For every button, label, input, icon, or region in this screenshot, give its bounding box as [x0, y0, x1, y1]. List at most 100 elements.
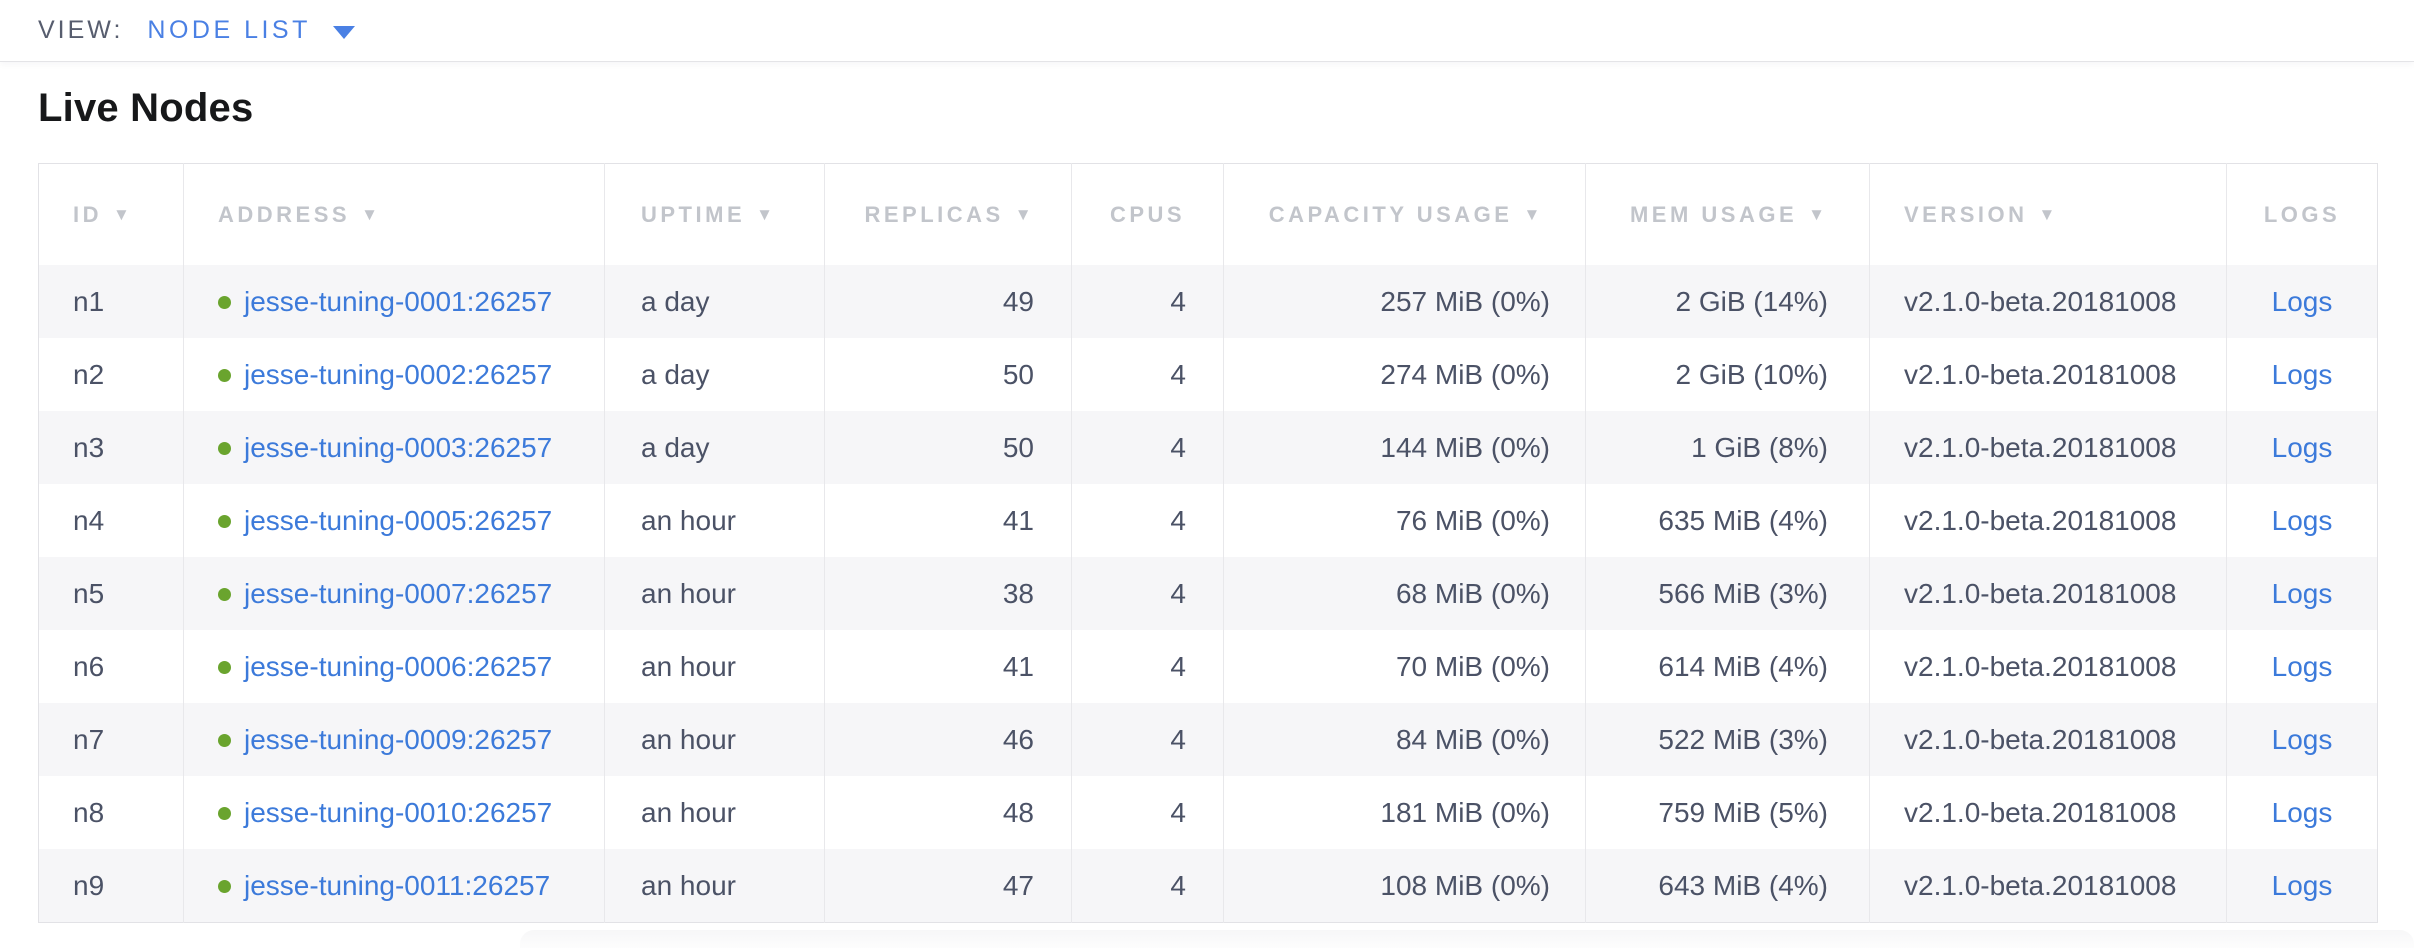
node-uptime-cell: an hour: [604, 557, 825, 630]
logs-link[interactable]: Logs: [2271, 869, 2333, 901]
column-header-capacity-usage[interactable]: CAPACITY USAGE ▼: [1223, 163, 1586, 265]
node-id-cell: n1: [73, 285, 105, 317]
column-header-logs: LOGS: [2226, 163, 2378, 265]
table-row: n5 jesse-tuning-0007:26257 an hour 38 4 …: [38, 557, 2378, 630]
node-address-link[interactable]: jesse-tuning-0010:26257: [244, 796, 553, 828]
node-cpus-cell: 4: [1071, 338, 1224, 411]
node-replicas-cell: 50: [824, 338, 1072, 411]
page-title: Live Nodes: [38, 86, 254, 130]
sort-icon: ▼: [1523, 204, 1541, 224]
logs-link[interactable]: Logs: [2271, 796, 2333, 828]
node-capacity-cell: 257 MiB (0%): [1223, 265, 1586, 338]
column-header-id[interactable]: ID ▼: [38, 163, 184, 265]
view-selector[interactable]: NODE LIST: [147, 16, 355, 45]
node-mem-cell: 522 MiB (3%): [1585, 703, 1870, 776]
table-row: n7 jesse-tuning-0009:26257 an hour 46 4 …: [38, 703, 2378, 776]
node-status-icon: [218, 368, 231, 382]
node-version-cell: v2.1.0-beta.20181008: [1869, 630, 2227, 703]
node-cpus-cell: 4: [1071, 557, 1224, 630]
live-nodes-table: ID ▼ ADDRESS ▼ UPTIME ▼ REPLICAS ▼ CPUS CAPA…: [38, 163, 2378, 923]
node-logs-cell: Logs: [2226, 484, 2378, 557]
node-mem-cell: 759 MiB (5%): [1585, 776, 1870, 849]
node-uptime-cell: a day: [604, 265, 825, 338]
column-header-cpus: CPUS: [1071, 163, 1224, 265]
node-capacity-cell: 144 MiB (0%): [1223, 411, 1586, 484]
column-header-address[interactable]: ADDRESS ▼: [183, 163, 605, 265]
node-replicas-cell: 41: [824, 484, 1072, 557]
node-logs-cell: Logs: [2226, 411, 2378, 484]
logs-link[interactable]: Logs: [2271, 504, 2333, 536]
node-address-link[interactable]: jesse-tuning-0009:26257: [244, 723, 553, 755]
node-logs-cell: Logs: [2226, 776, 2378, 849]
node-capacity-cell: 68 MiB (0%): [1223, 557, 1586, 630]
table-row: n4 jesse-tuning-0005:26257 an hour 41 4 …: [39, 484, 2378, 557]
table-row: n6 jesse-tuning-0006:26257 an hour 41 4 …: [39, 630, 2378, 703]
node-uptime-cell: an hour: [604, 484, 825, 557]
node-status-icon: [218, 587, 231, 601]
node-uptime-cell: an hour: [604, 703, 825, 776]
node-status-icon: [218, 806, 231, 820]
node-mem-cell: 643 MiB (4%): [1585, 849, 1870, 923]
node-logs-cell: Logs: [2226, 630, 2378, 703]
node-logs-cell: Logs: [2226, 265, 2378, 338]
node-id-cell: n9: [73, 869, 105, 901]
node-address-link[interactable]: jesse-tuning-0002:26257: [244, 358, 553, 390]
sort-icon: ▼: [1014, 204, 1032, 224]
node-capacity-cell: 70 MiB (0%): [1223, 630, 1586, 703]
view-bar: VIEW: NODE LIST: [0, 0, 2414, 62]
node-version-cell: v2.1.0-beta.20181008: [1869, 265, 2227, 338]
node-address-link[interactable]: jesse-tuning-0001:26257: [244, 285, 553, 317]
node-address-link[interactable]: jesse-tuning-0005:26257: [244, 504, 553, 536]
logs-link[interactable]: Logs: [2271, 358, 2333, 390]
node-version-cell: v2.1.0-beta.20181008: [1869, 776, 2227, 849]
logs-link[interactable]: Logs: [2271, 431, 2333, 463]
sort-icon: ▼: [756, 204, 773, 224]
column-header-version[interactable]: VERSION ▼: [1869, 163, 2227, 265]
node-address-cell: jesse-tuning-0010:26257: [183, 776, 605, 849]
node-address-link[interactable]: jesse-tuning-0011:26257: [244, 869, 551, 901]
caret-down-icon: [332, 26, 355, 39]
node-replicas-cell: 47: [824, 849, 1072, 923]
node-uptime-cell: an hour: [604, 630, 825, 703]
node-status-icon: [218, 733, 231, 747]
node-uptime-cell: an hour: [604, 776, 825, 849]
node-address-link[interactable]: jesse-tuning-0007:26257: [244, 577, 553, 609]
node-cpus-cell: 4: [1071, 703, 1224, 776]
node-mem-cell: 1 GiB (8%): [1585, 411, 1870, 484]
sort-icon: ▼: [2038, 204, 2056, 224]
node-status-icon: [218, 660, 231, 674]
node-address-cell: jesse-tuning-0001:26257: [183, 265, 605, 338]
node-address-link[interactable]: jesse-tuning-0003:26257: [244, 431, 553, 463]
node-replicas-cell: 38: [824, 557, 1072, 630]
node-id-cell: n4: [73, 504, 105, 536]
table-row: n3 jesse-tuning-0003:26257 a day 50 4 14…: [38, 411, 2378, 484]
node-status-icon: [218, 879, 231, 893]
node-mem-cell: 2 GiB (10%): [1585, 338, 1870, 411]
node-replicas-cell: 46: [824, 703, 1072, 776]
logs-link[interactable]: Logs: [2271, 285, 2333, 317]
table-row: n2 jesse-tuning-0002:26257 a day 50 4 27…: [39, 338, 2378, 411]
node-cpus-cell: 4: [1071, 630, 1224, 703]
logs-link[interactable]: Logs: [2271, 723, 2333, 755]
column-header-mem-usage[interactable]: MEM USAGE ▼: [1585, 163, 1870, 265]
node-id-cell: n5: [73, 577, 105, 609]
column-header-replicas[interactable]: REPLICAS ▼: [824, 163, 1072, 265]
column-header-uptime[interactable]: UPTIME ▼: [604, 163, 825, 265]
node-address-link[interactable]: jesse-tuning-0006:26257: [244, 650, 553, 682]
logs-link[interactable]: Logs: [2271, 577, 2333, 609]
node-replicas-cell: 50: [824, 411, 1072, 484]
logs-link[interactable]: Logs: [2271, 650, 2333, 682]
table-row: n1 jesse-tuning-0001:26257 a day 49 4 25…: [38, 265, 2378, 338]
node-address-cell: jesse-tuning-0005:26257: [183, 484, 605, 557]
node-capacity-cell: 84 MiB (0%): [1223, 703, 1586, 776]
sort-icon: ▼: [113, 204, 130, 224]
node-capacity-cell: 108 MiB (0%): [1223, 849, 1586, 923]
node-cpus-cell: 4: [1071, 776, 1224, 849]
node-id-cell: n8: [73, 796, 105, 828]
node-logs-cell: Logs: [2226, 338, 2378, 411]
node-capacity-cell: 76 MiB (0%): [1223, 484, 1586, 557]
node-status-icon: [218, 295, 231, 309]
node-version-cell: v2.1.0-beta.20181008: [1869, 849, 2227, 923]
table-row: n9 jesse-tuning-0011:26257 an hour 47 4 …: [38, 849, 2378, 923]
node-replicas-cell: 48: [824, 776, 1072, 849]
